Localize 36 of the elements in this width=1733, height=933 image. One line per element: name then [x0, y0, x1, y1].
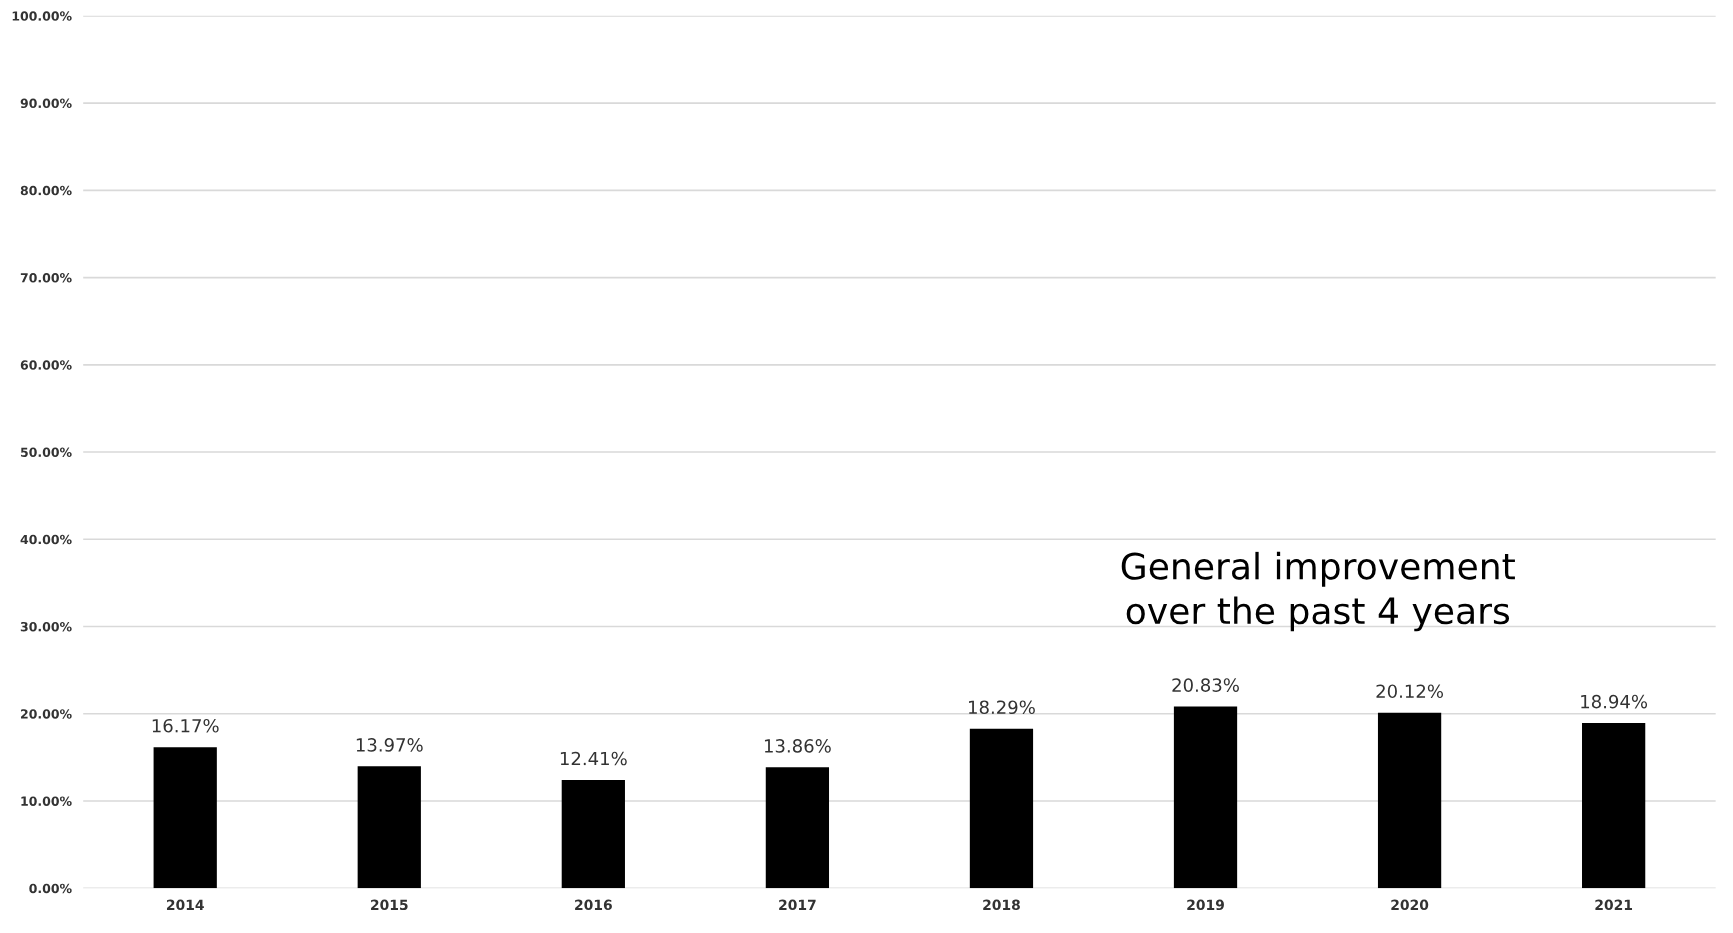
x-tick-label: 2020: [1391, 899, 1429, 911]
y-tick-label: 60.00%: [20, 360, 72, 370]
bar: [1377, 712, 1442, 889]
x-tick-label: 2017: [779, 899, 816, 911]
data-label: 13.97%: [356, 738, 423, 752]
bar: [153, 747, 217, 889]
bar: [1582, 722, 1646, 889]
y-tick-label: 90.00%: [20, 98, 72, 109]
x-tick-label: 2014: [166, 899, 204, 911]
bar: [969, 728, 1034, 889]
y-tick-label: 30.00%: [20, 621, 72, 632]
data-label: 13.86%: [764, 739, 831, 753]
y-tick-label: 0.00%: [29, 883, 72, 894]
y-tick-label: 10.00%: [21, 796, 72, 806]
y-tick-label: 70.00%: [20, 273, 72, 283]
data-label: 16.17%: [152, 718, 219, 733]
x-tick-label: 2016: [575, 899, 612, 911]
y-tick-label: 20.00%: [21, 709, 72, 719]
bar: [1173, 706, 1238, 889]
data-label: 18.29%: [969, 700, 1035, 715]
data-label: 20.12%: [1376, 684, 1444, 699]
data-label: 18.94%: [1581, 694, 1648, 709]
data-label: 20.83%: [1172, 678, 1239, 692]
x-tick-label: 2015: [371, 899, 408, 911]
annotation: General improvement over the past 4 years: [1121, 551, 1515, 632]
y-tick-label: 80.00%: [20, 185, 72, 196]
bar: [765, 767, 830, 889]
y-tick-label: 100.00%: [12, 11, 72, 21]
bar: [357, 766, 421, 889]
data-label: 12.41%: [560, 751, 627, 766]
x-tick-label: 2019: [1187, 899, 1224, 911]
y-tick-label: 40.00%: [20, 534, 72, 545]
x-tick-label: 2018: [983, 899, 1020, 911]
x-tick-label: 2021: [1595, 899, 1633, 911]
bar: [561, 779, 625, 889]
y-tick-label: 50.00%: [20, 447, 72, 457]
